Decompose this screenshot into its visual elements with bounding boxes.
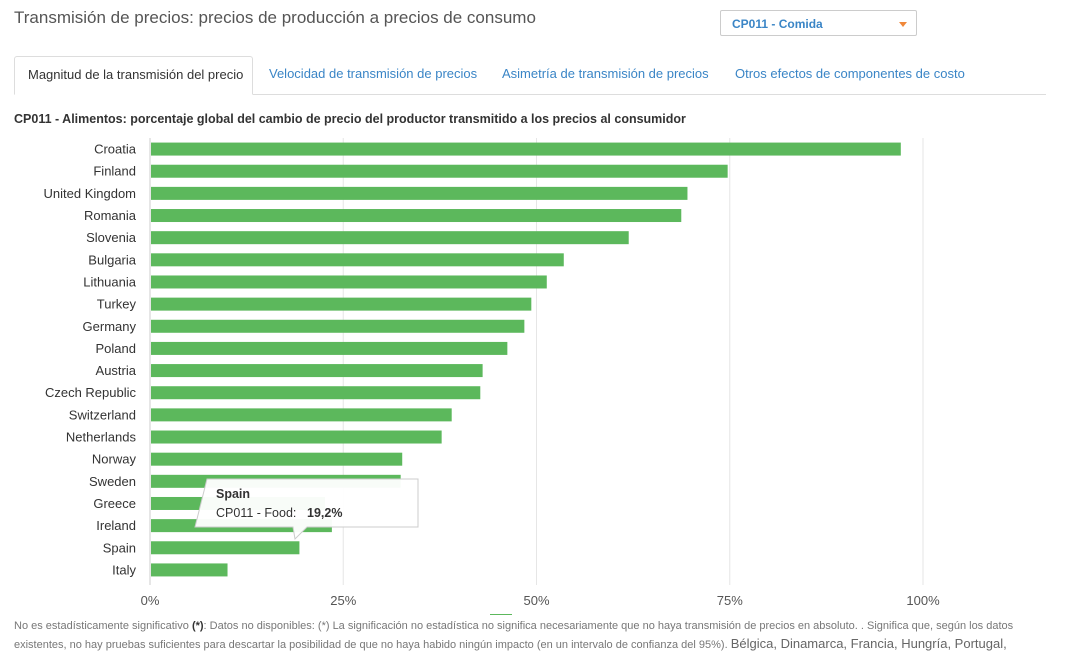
bar — [151, 209, 682, 223]
chart-title: CP011 - Alimentos: porcentaje global del… — [14, 112, 686, 126]
footnote-label: No es estadísticamente significativo — [14, 620, 189, 632]
category-label: Poland — [96, 341, 136, 356]
bar — [151, 186, 688, 200]
x-tick-label: 100% — [906, 593, 940, 608]
bar — [151, 142, 901, 156]
bar — [151, 430, 442, 444]
category-label: Croatia — [94, 142, 137, 157]
category-label: Czech Republic — [45, 385, 137, 400]
tab-other-cost-effects[interactable]: Otros efectos de componentes de costo — [735, 66, 965, 81]
chevron-down-icon — [899, 22, 907, 27]
bar — [151, 341, 508, 355]
footnote-marker: (*) — [191, 620, 204, 632]
bar — [151, 231, 629, 245]
category-label: Norway — [92, 452, 137, 467]
bar — [151, 541, 300, 555]
category-label: Netherlands — [66, 430, 137, 445]
x-tick-label: 25% — [330, 593, 356, 608]
bar — [151, 253, 564, 267]
category-label: Germany — [83, 319, 137, 334]
tab-speed[interactable]: Velocidad de transmisión de precios — [269, 66, 478, 81]
page-title: Transmisión de precios: precios de produ… — [14, 8, 536, 27]
bar — [151, 452, 403, 466]
bar — [151, 364, 483, 378]
category-label: Romania — [84, 208, 137, 223]
category-label: Lithuania — [83, 274, 137, 289]
bar — [151, 297, 532, 311]
category-label: Switzerland — [69, 407, 136, 422]
category-label: Sweden — [89, 474, 136, 489]
bar — [151, 408, 452, 422]
x-tick-label: 50% — [523, 593, 549, 608]
footnote-small-text: (*) La significación no estadística no s… — [14, 620, 1014, 651]
category-label: Italy — [112, 562, 136, 577]
legend-label: CP011 - Food — [517, 614, 585, 615]
category-select-value: CP011 - Comida — [732, 17, 823, 31]
tab-bar: Magnitud de la transmisión del precio Ve… — [14, 56, 1046, 95]
tab-asymmetry[interactable]: Asimetría de transmisión de precios — [502, 66, 709, 81]
tooltip-box — [194, 478, 419, 541]
tooltip-title: Spain — [216, 487, 250, 501]
tooltip-value: 19,2% — [307, 506, 342, 520]
legend-swatch — [490, 614, 512, 615]
bar — [151, 319, 525, 333]
category-label: Spain — [103, 540, 136, 555]
category-label: Finland — [93, 164, 136, 179]
bar — [151, 164, 728, 178]
tab-magnitude[interactable]: Magnitud de la transmisión del precio — [14, 56, 253, 95]
bar — [151, 386, 481, 400]
category-select[interactable]: CP011 - Comida — [720, 10, 917, 36]
x-tick-label: 75% — [717, 593, 743, 608]
category-label: Bulgaria — [88, 252, 136, 267]
footnote-text: : Datos no disponibles: — [203, 620, 318, 632]
bar — [151, 563, 228, 577]
tooltip-series-label: CP011 - Food: — [216, 506, 296, 520]
bar-chart: 0% 25% 50% 75% 100% Croatia Finland United King… — [44, 138, 940, 615]
category-label: United Kingdom — [44, 186, 137, 201]
category-label: Turkey — [97, 297, 137, 312]
footnote-countries: Bélgica, Dinamarca, Francia, Hungría, Po… — [730, 636, 1007, 651]
category-label: Ireland — [96, 518, 136, 533]
category-label: Austria — [96, 363, 137, 378]
category-label: Greece — [93, 496, 136, 511]
category-label: Slovenia — [86, 230, 137, 245]
bar — [151, 275, 547, 289]
x-tick-label: 0% — [141, 593, 160, 608]
footnote: No es estadísticamente significativo (*)… — [14, 617, 1054, 654]
